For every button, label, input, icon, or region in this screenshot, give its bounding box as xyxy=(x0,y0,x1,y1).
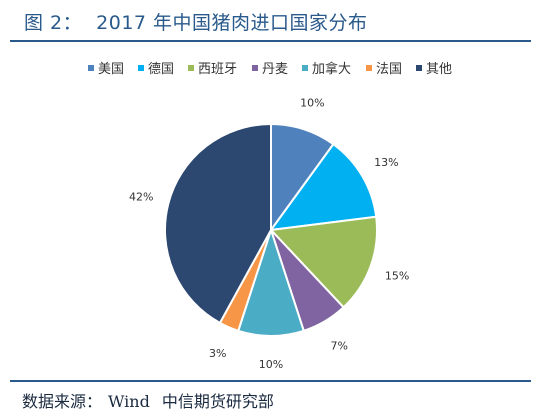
data-label-6: 3% xyxy=(209,347,226,360)
legend-swatch-2 xyxy=(138,65,144,71)
pie-chart: 美国 德国 西班牙 丹麦 加拿大 法国 其他 10% 13% 15% 7% 10% 3% 42% xyxy=(88,61,452,371)
data-label-3: 15% xyxy=(385,269,409,282)
legend-swatch-5 xyxy=(302,65,308,71)
legend-item-2: 德国 xyxy=(138,62,174,77)
source-divider xyxy=(10,380,531,382)
data-label-1: 10% xyxy=(300,97,324,110)
figure-title-text: 2017 年中国猪肉进口国家分布 xyxy=(96,12,368,34)
legend-item-4: 丹麦 xyxy=(252,62,288,77)
legend-label-2: 德国 xyxy=(148,62,174,77)
figure-number: 图 2： xyxy=(24,12,83,34)
legend-swatch-4 xyxy=(252,65,258,71)
legend-label-4: 丹麦 xyxy=(262,62,288,77)
legend-item-5: 加拿大 xyxy=(302,61,351,77)
pie-slice-7 xyxy=(164,122,272,325)
legend-item-1: 美国 xyxy=(88,62,124,77)
source-note: 数据来源： Wind 中信期货研究部 xyxy=(22,388,274,412)
legend-swatch-7 xyxy=(416,65,422,71)
data-labels: 10% 13% 15% 7% 10% 3% 42% xyxy=(129,97,409,371)
legend-swatch-6 xyxy=(366,65,372,71)
pie-slice-2 xyxy=(268,142,378,232)
title-divider xyxy=(10,40,531,42)
legend-label-7: 其他 xyxy=(426,62,452,77)
source-org: 中信期货研究部 xyxy=(161,392,274,411)
legend-label-1: 美国 xyxy=(98,62,124,77)
pie-slices xyxy=(164,122,378,337)
data-label-4: 7% xyxy=(330,339,347,352)
pie-slice-3 xyxy=(268,215,378,309)
legend-item-7: 其他 xyxy=(416,62,452,77)
source-provider: Wind xyxy=(108,392,150,411)
legend-swatch-1 xyxy=(88,65,94,71)
legend-item-6: 法国 xyxy=(366,62,402,77)
legend-label-6: 法国 xyxy=(376,62,402,77)
legend-label-5: 加拿大 xyxy=(312,61,351,77)
source-label: 数据来源： xyxy=(22,392,103,411)
data-label-2: 13% xyxy=(374,156,398,169)
figure-title: 图 2： 2017 年中国猪肉进口国家分布 xyxy=(24,8,368,35)
legend-swatch-3 xyxy=(188,65,194,71)
data-label-5: 10% xyxy=(259,358,283,371)
legend-label-3: 西班牙 xyxy=(198,62,237,77)
data-label-7: 42% xyxy=(129,191,153,204)
legend-item-3: 西班牙 xyxy=(188,62,237,77)
chart-legend: 美国 德国 西班牙 丹麦 加拿大 法国 其他 xyxy=(88,61,452,77)
